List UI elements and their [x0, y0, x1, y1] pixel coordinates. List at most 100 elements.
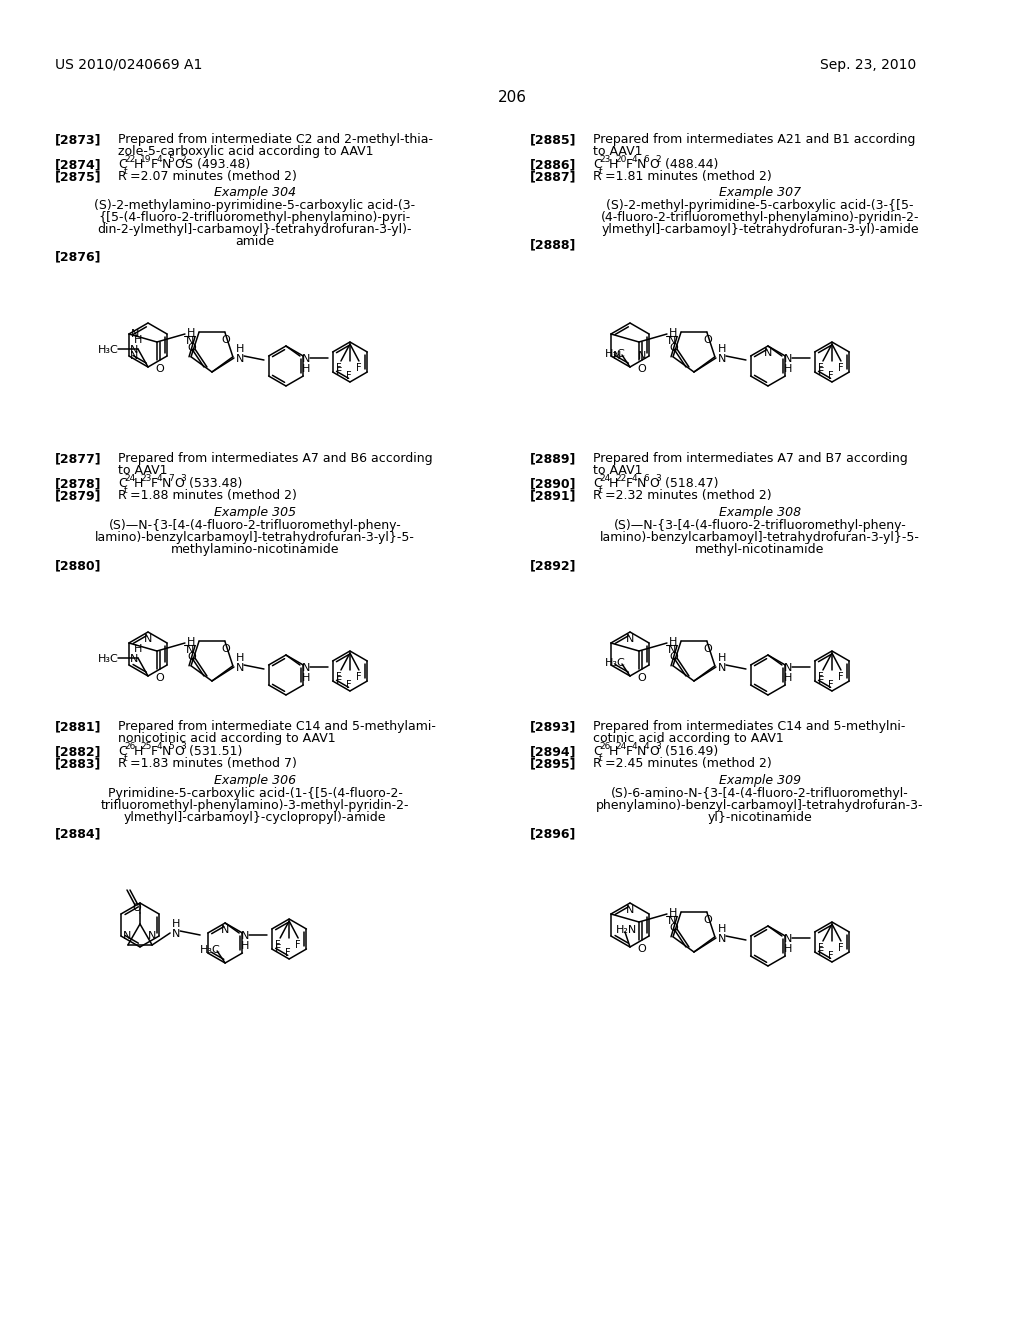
Text: O: O: [649, 744, 658, 758]
Text: t: t: [124, 168, 128, 176]
Text: (488.44): (488.44): [660, 158, 718, 172]
Text: [2879]: [2879]: [55, 488, 101, 502]
Text: 7: 7: [168, 474, 174, 483]
Text: N: N: [236, 354, 245, 364]
Text: N: N: [130, 653, 138, 664]
Text: S (493.48): S (493.48): [185, 158, 251, 172]
Text: 2: 2: [180, 154, 185, 164]
Text: =2.07 minutes (method 2): =2.07 minutes (method 2): [130, 170, 297, 183]
Text: F: F: [151, 477, 158, 490]
Text: O: O: [155, 364, 164, 374]
Text: [2881]: [2881]: [55, 719, 101, 733]
Text: [2894]: [2894]: [530, 744, 577, 758]
Text: Sep. 23, 2010: Sep. 23, 2010: [820, 58, 916, 73]
Text: H: H: [187, 327, 196, 338]
Text: N: N: [302, 354, 310, 364]
Text: N: N: [302, 663, 310, 673]
Text: H₃C: H₃C: [200, 945, 221, 954]
Text: N: N: [784, 935, 793, 944]
Text: F: F: [817, 676, 824, 686]
Text: F: F: [356, 672, 361, 682]
Text: N: N: [764, 348, 772, 358]
Text: F: F: [828, 950, 834, 961]
Text: F: F: [151, 158, 158, 172]
Text: 3: 3: [180, 742, 185, 751]
Text: N: N: [236, 663, 245, 673]
Text: H: H: [236, 345, 245, 354]
Text: F: F: [295, 940, 301, 950]
Text: O: O: [132, 903, 140, 913]
Text: H: H: [134, 744, 143, 758]
Text: lamino)-benzylcarbamoyl]-tetrahydrofuran-3-yl}-5-: lamino)-benzylcarbamoyl]-tetrahydrofuran…: [95, 531, 415, 544]
Text: Example 306: Example 306: [214, 774, 296, 787]
Text: O: O: [637, 673, 646, 682]
Text: O: O: [649, 477, 658, 490]
Text: F: F: [336, 363, 342, 374]
Text: 3: 3: [655, 742, 660, 751]
Text: N: N: [221, 925, 229, 935]
Text: [2885]: [2885]: [530, 133, 577, 147]
Text: [2896]: [2896]: [530, 828, 577, 840]
Text: Example 309: Example 309: [719, 774, 801, 787]
Text: N: N: [131, 329, 139, 339]
Text: R: R: [593, 756, 602, 770]
Text: F: F: [626, 158, 633, 172]
Text: 4: 4: [157, 154, 162, 164]
Text: O: O: [637, 364, 646, 374]
Text: 19: 19: [140, 154, 152, 164]
Text: F: F: [626, 744, 633, 758]
Text: O: O: [174, 158, 183, 172]
Text: 6: 6: [643, 154, 649, 164]
Text: 6: 6: [643, 474, 649, 483]
Text: R: R: [593, 488, 602, 502]
Text: O: O: [174, 477, 183, 490]
Text: [2892]: [2892]: [530, 558, 577, 572]
Text: O: O: [649, 158, 658, 172]
Text: N: N: [130, 351, 138, 360]
Text: [2874]: [2874]: [55, 158, 101, 172]
Text: N: N: [172, 929, 180, 939]
Text: H: H: [134, 158, 143, 172]
Text: O: O: [669, 343, 678, 352]
Text: to AAV1: to AAV1: [118, 465, 168, 477]
Text: [2893]: [2893]: [530, 719, 577, 733]
Text: N: N: [784, 663, 793, 673]
Text: t: t: [599, 168, 603, 176]
Text: [2882]: [2882]: [55, 744, 101, 758]
Text: 4: 4: [157, 742, 162, 751]
Text: N: N: [637, 744, 646, 758]
Text: 5: 5: [168, 742, 174, 751]
Text: Prepared from intermediates C14 and 5-methylni-: Prepared from intermediates C14 and 5-me…: [593, 719, 905, 733]
Text: 4: 4: [632, 474, 637, 483]
Text: (S)-2-methylamino-pyrimidine-5-carboxylic acid-(3-: (S)-2-methylamino-pyrimidine-5-carboxyli…: [94, 199, 416, 213]
Text: Example 305: Example 305: [214, 506, 296, 519]
Text: F: F: [817, 367, 824, 378]
Text: 4: 4: [157, 474, 162, 483]
Text: F: F: [274, 944, 282, 954]
Text: N: N: [144, 634, 153, 644]
Text: [2888]: [2888]: [530, 238, 577, 251]
Text: F: F: [285, 948, 291, 958]
Text: F: F: [838, 672, 844, 682]
Text: H: H: [718, 653, 726, 663]
Text: H₃C: H₃C: [98, 653, 119, 664]
Text: [2886]: [2886]: [530, 158, 577, 172]
Text: F: F: [818, 672, 823, 682]
Text: C: C: [593, 744, 602, 758]
Text: 4: 4: [632, 154, 637, 164]
Text: H: H: [609, 158, 618, 172]
Text: 23: 23: [140, 474, 152, 483]
Text: N: N: [148, 931, 157, 941]
Text: [2883]: [2883]: [55, 756, 101, 770]
Text: O: O: [637, 944, 646, 954]
Text: [2877]: [2877]: [55, 451, 101, 465]
Text: H₃C: H₃C: [98, 345, 119, 355]
Text: 22: 22: [615, 474, 627, 483]
Text: F: F: [828, 371, 834, 381]
Text: lamino)-benzylcarbamoyl]-tetrahydrofuran-3-yl}-5-: lamino)-benzylcarbamoyl]-tetrahydrofuran…: [600, 531, 920, 544]
Text: 24: 24: [599, 474, 610, 483]
Text: F: F: [346, 680, 351, 690]
Text: F: F: [151, 744, 158, 758]
Text: N: N: [668, 645, 676, 655]
Text: 22: 22: [124, 154, 135, 164]
